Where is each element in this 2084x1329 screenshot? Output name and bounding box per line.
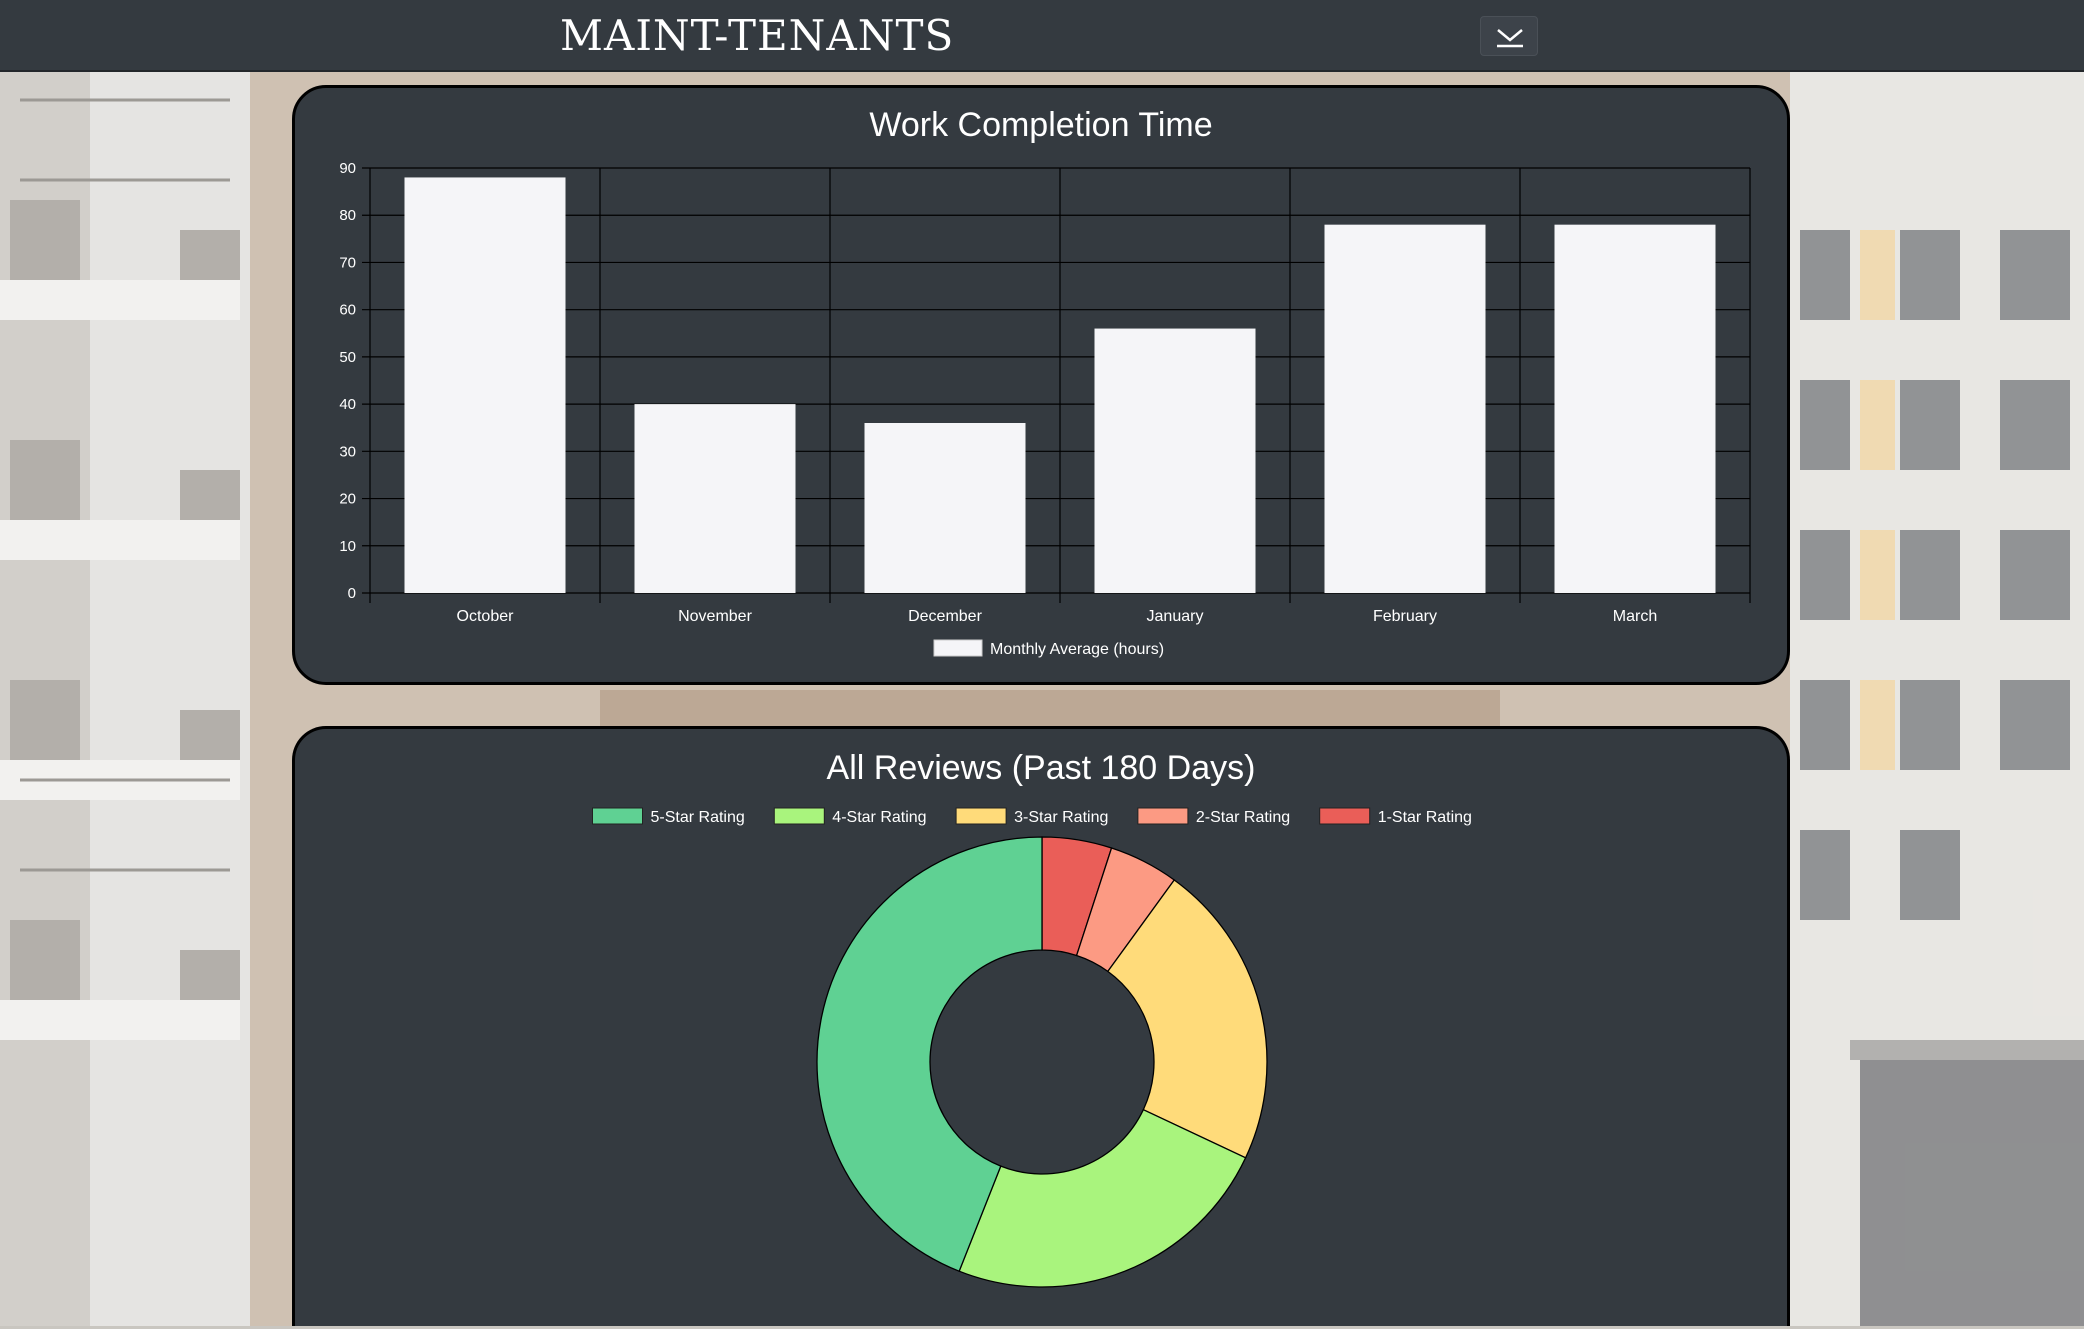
x-tick-label: October (457, 608, 515, 625)
work-completion-bar-chart: 0 10 20 30 40 50 60 70 80 90 October November Decemb… (339, 160, 1751, 658)
legend-label-1-star: 1-Star Rating (1378, 809, 1472, 826)
y-tick-label: 80 (339, 207, 356, 224)
legend-swatch-2-star (1137, 807, 1189, 825)
chevron-down-icon (1497, 29, 1523, 48)
x-tick-label: November (678, 608, 752, 625)
y-tick-label: 0 (348, 585, 356, 602)
x-tick-label: December (908, 608, 982, 625)
all-reviews-card: All Reviews (Past 180 Days) 5-Star Ratin… (292, 726, 1790, 1326)
work-completion-card: Work Completion Time 0 10 20 30 40 50 60 70 80 90… (292, 85, 1790, 685)
y-tick-label: 70 (339, 254, 356, 271)
bar-october (404, 177, 566, 593)
bar-chart-title: Work Completion Time (869, 106, 1213, 144)
x-tick-label: March (1613, 608, 1657, 625)
x-tick-label: February (1373, 608, 1437, 625)
bar-legend: Monthly Average (hours) (933, 639, 1164, 658)
y-tick-label: 30 (339, 443, 356, 460)
nav-menu-toggle-button[interactable] (1480, 16, 1538, 56)
legend-swatch (933, 639, 983, 657)
legend-label-4-star: 4-Star Rating (832, 809, 926, 826)
legend-swatch-4-star (773, 807, 825, 825)
segment-5-star (816, 836, 1043, 1273)
y-tick-label: 90 (339, 160, 356, 177)
bar-march (1554, 224, 1716, 593)
y-tick-label: 60 (339, 302, 356, 319)
brand-title[interactable]: MAINT-TENANTS (560, 11, 955, 60)
y-tick-label: 10 (339, 538, 356, 555)
legend-label-2-star: 2-Star Rating (1196, 809, 1290, 826)
legend-label-3-star: 3-Star Rating (1014, 809, 1108, 826)
top-navbar: MAINT-TENANTS (0, 0, 2084, 72)
reviews-doughnut-chart: 5-Star Rating 4-Star Rating 3-Star Rating 2… (592, 807, 1472, 1288)
y-tick-label: 20 (339, 491, 356, 508)
doughnut-chart-title: All Reviews (Past 180 Days) (826, 749, 1256, 787)
bar-december (864, 423, 1026, 593)
legend-label-5-star: 5-Star Rating (651, 809, 745, 826)
legend-swatch-5-star (592, 807, 643, 825)
legend-swatch-3-star (955, 807, 1007, 825)
segment-4-star (958, 1108, 1247, 1288)
x-tick-label: January (1147, 608, 1204, 625)
y-tick-label: 50 (339, 349, 356, 366)
legend-swatch-1-star (1319, 807, 1371, 825)
segment-3-star (1106, 879, 1268, 1159)
bar-november (634, 404, 796, 593)
doughnut-legend: 5-Star Rating 4-Star Rating 3-Star Rating 2… (592, 807, 1472, 826)
legend-label: Monthly Average (hours) (990, 641, 1164, 658)
bar-january (1094, 328, 1256, 593)
y-tick-label: 40 (339, 396, 356, 413)
bar-february (1324, 224, 1486, 593)
